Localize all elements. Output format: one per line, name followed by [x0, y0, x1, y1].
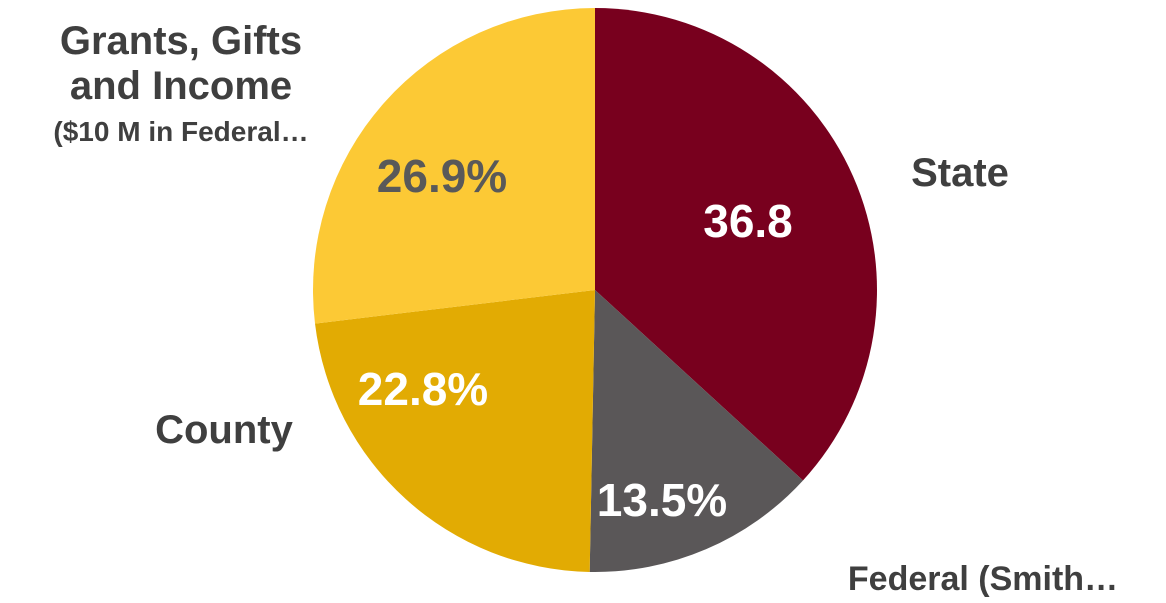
category-labels: State Federal (Smith… County Grants, Gifts a…	[53, 19, 1118, 598]
pie-slice-2	[315, 290, 595, 572]
value-label-2: 22.8%	[358, 363, 488, 415]
category-label-0: State	[911, 151, 1009, 195]
category-label-3-line-2: ($10 M in Federal…	[53, 116, 308, 147]
value-label-3: 26.9%	[377, 150, 507, 202]
pie-slices	[313, 8, 877, 573]
value-labels: 36.8 13.5% 22.8% 26.9%	[358, 150, 793, 526]
pie-slice-3	[313, 8, 595, 324]
category-label-2-line-0: County	[155, 408, 294, 452]
category-label-0-line-0: State	[911, 151, 1009, 195]
category-label-1-line-0: Federal (Smith…	[848, 560, 1118, 598]
category-label-2: County	[155, 408, 294, 452]
category-label-3-line-0: Grants, Gifts	[60, 19, 302, 63]
category-label-3: Grants, Gifts and Income ($10 M in Federal…	[53, 19, 308, 147]
category-label-3-line-1: and Income	[70, 64, 292, 108]
pie-slice-0	[595, 8, 877, 481]
value-label-0: 36.8	[703, 195, 793, 247]
category-label-1: Federal (Smith…	[848, 560, 1118, 598]
value-label-1: 13.5%	[597, 474, 727, 526]
pie-slice-1	[589, 290, 803, 573]
